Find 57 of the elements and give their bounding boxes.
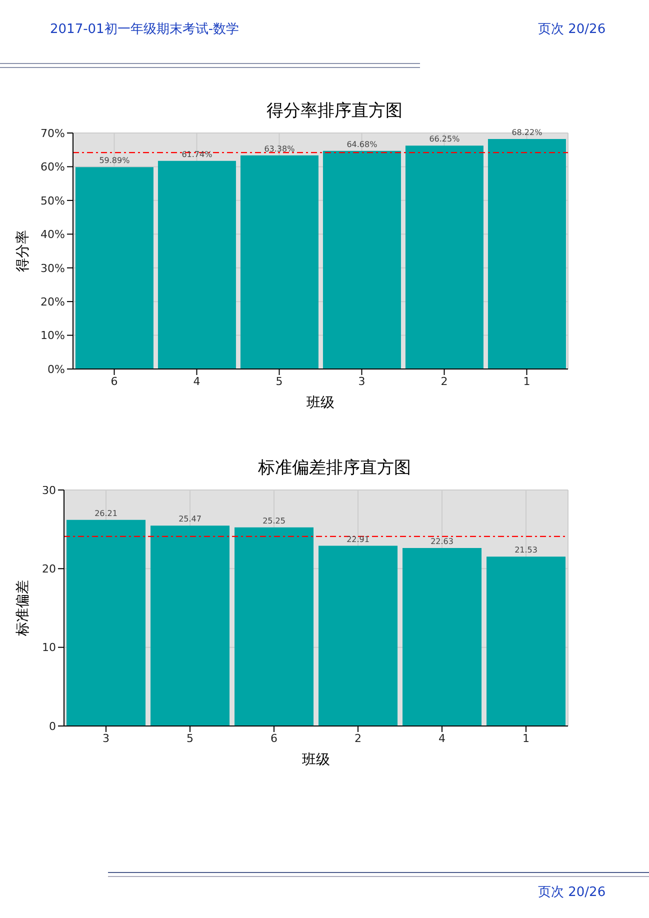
- y-tick-label: 30%: [40, 262, 65, 275]
- text: 2017-01初一年级期末考试-数学: [50, 21, 240, 38]
- data-label: 22.63: [430, 536, 454, 546]
- x-tick-label: 4: [438, 732, 446, 745]
- data-label: 59.89%: [99, 156, 130, 166]
- data-label: 25.25: [262, 516, 286, 526]
- bar: [405, 146, 484, 369]
- chart-title: 标准偏差排序直方图: [258, 458, 411, 478]
- bar: [240, 155, 318, 369]
- y-tick-label: 0%: [48, 362, 65, 376]
- data-label: 25.47: [178, 514, 202, 524]
- y-tick-label: 10%: [40, 329, 65, 342]
- x-tick-label: 3: [358, 374, 366, 388]
- data-label: 26.21: [94, 508, 118, 518]
- y-tick-label: 20%: [40, 295, 65, 308]
- x-tick-label: 2: [354, 732, 362, 745]
- x-axis-title: 班级: [302, 752, 330, 768]
- bar: [488, 139, 566, 369]
- x-tick-label: 4: [193, 374, 200, 388]
- bar: [234, 527, 314, 726]
- x-tick-label: 3: [102, 732, 110, 745]
- bar: [322, 150, 401, 369]
- y-tick-label: 40%: [40, 228, 65, 242]
- bar: [486, 556, 566, 726]
- x-tick-label: 5: [186, 732, 194, 745]
- data-label: 61.74%: [182, 150, 213, 159]
- x-tick-label: 2: [440, 374, 448, 388]
- bar: [402, 548, 482, 726]
- y-tick-label: 50%: [40, 194, 65, 208]
- y-tick-label: 10: [42, 641, 56, 654]
- data-label: 68.22%: [512, 128, 543, 137]
- data-label: 64.68%: [346, 140, 378, 149]
- bar: [66, 520, 146, 726]
- bar: [150, 526, 230, 726]
- data-label: 63.38%: [264, 144, 296, 154]
- y-tick-label: 0: [49, 720, 56, 733]
- data-label: 66.25%: [429, 134, 460, 144]
- y-axis-title: 得分率: [14, 230, 31, 272]
- y-axis-title: 标准偏差: [14, 580, 31, 637]
- x-tick-label: 1: [522, 732, 530, 745]
- y-tick-label: 60%: [40, 160, 65, 174]
- bar: [318, 546, 398, 726]
- text: 页次 20/26: [538, 21, 606, 38]
- text: 页次 20/26: [538, 884, 606, 901]
- x-tick-label: 6: [270, 732, 278, 745]
- x-tick-label: 5: [276, 374, 283, 388]
- bar: [158, 160, 236, 369]
- data-label: 21.53: [514, 546, 538, 555]
- y-tick-label: 20: [42, 562, 56, 576]
- x-tick-label: 6: [110, 374, 118, 388]
- bar: [75, 167, 154, 369]
- chart-title: 得分率排序直方图: [266, 101, 402, 121]
- x-tick-label: 1: [523, 374, 530, 388]
- x-axis-title: 班级: [306, 395, 334, 411]
- y-tick-label: 30: [42, 484, 56, 497]
- y-tick-label: 70%: [40, 126, 65, 140]
- data-label: 22.91: [346, 534, 370, 544]
